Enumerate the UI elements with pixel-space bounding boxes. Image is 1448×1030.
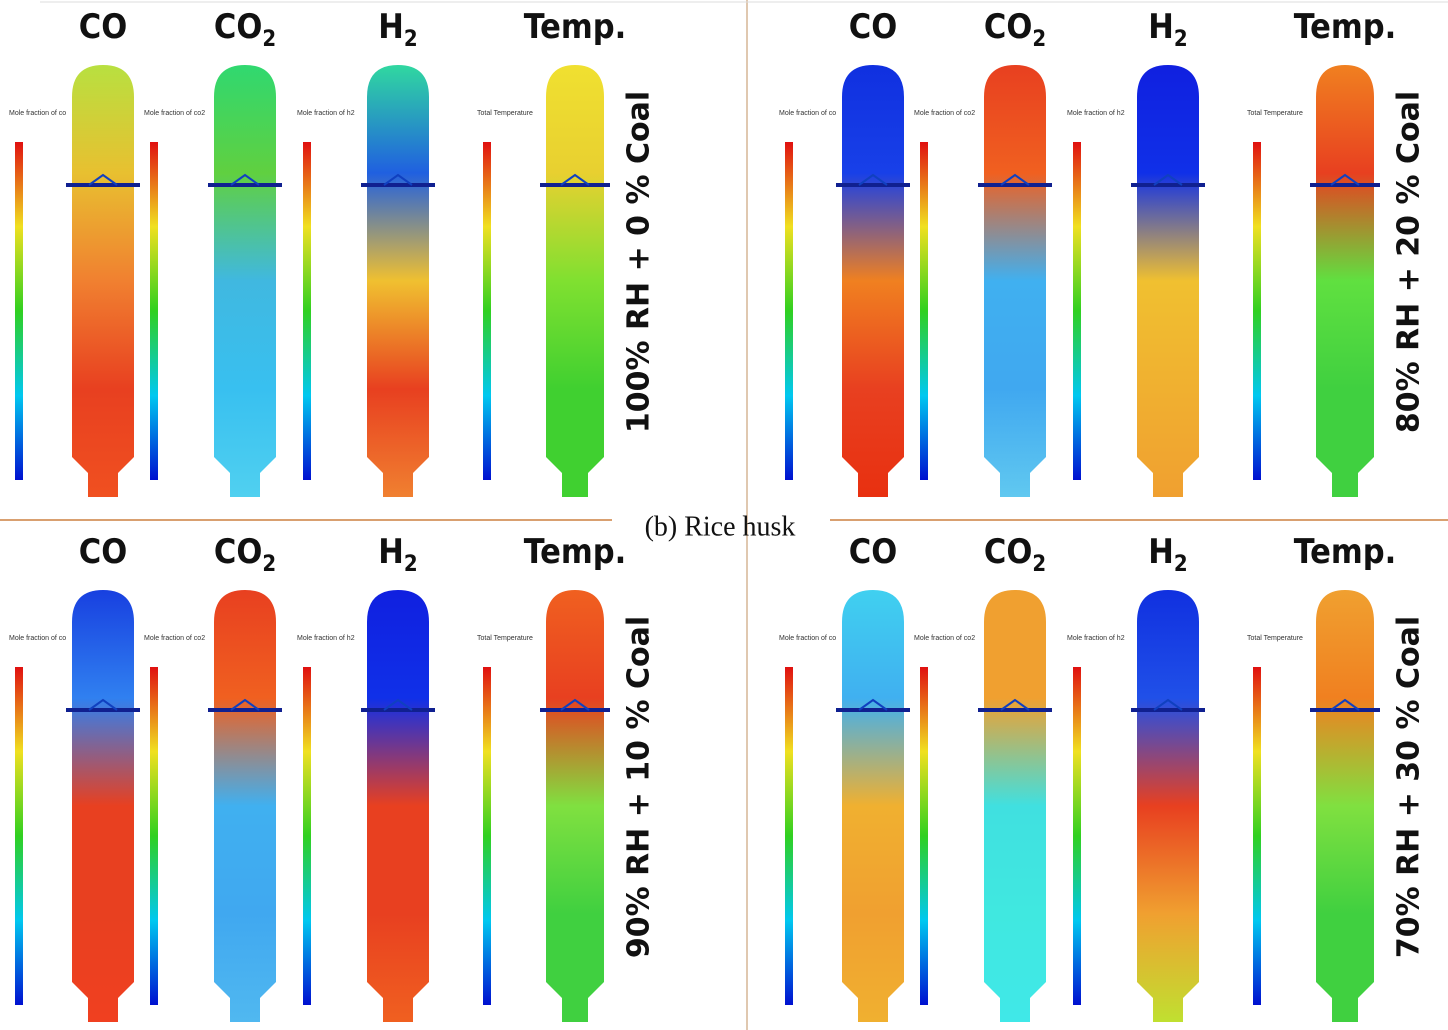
field-header: H2 xyxy=(378,7,417,52)
field-header: H2 xyxy=(1148,7,1187,52)
field-header: Temp. xyxy=(1294,7,1397,47)
field-name: H xyxy=(1148,7,1174,47)
field-header: CO xyxy=(79,532,127,572)
contour-plot xyxy=(1137,65,1199,497)
contour-plot xyxy=(367,590,429,1022)
panel: 80% RH + 20 % Coal CO Mole fraction of co C… xyxy=(779,7,1427,497)
colorbar xyxy=(920,667,928,1005)
contour-plot xyxy=(842,590,904,1022)
colorbar xyxy=(15,667,23,1005)
colorbar xyxy=(15,142,23,480)
field-subscript: 2 xyxy=(404,27,418,52)
contour-plot xyxy=(367,65,429,497)
field-subscript: 2 xyxy=(262,552,276,577)
field-header: CO2 xyxy=(214,532,276,577)
legend-title: Mole fraction of h2 xyxy=(297,110,355,117)
legend-title: Mole fraction of co xyxy=(779,110,836,117)
field-header: CO2 xyxy=(984,532,1046,577)
field-name: H xyxy=(378,532,404,572)
contour-plot xyxy=(214,65,276,497)
colorbar xyxy=(1073,667,1081,1005)
field-header: CO xyxy=(79,7,127,47)
field-subscript: 2 xyxy=(1032,552,1046,577)
colorbar xyxy=(1253,667,1261,1005)
field-name: CO xyxy=(849,532,897,572)
field-subscript: 2 xyxy=(1032,27,1046,52)
field-name: CO xyxy=(984,532,1032,572)
colorbar xyxy=(785,142,793,480)
panel: 100% RH + 0 % Coal CO Mole fraction of co C… xyxy=(9,7,657,497)
legend-title: Mole fraction of co xyxy=(9,110,66,117)
colorbar xyxy=(1253,142,1261,480)
contour-plot xyxy=(214,590,276,1022)
panel: 70% RH + 30 % Coal CO Mole fraction of co C… xyxy=(779,532,1427,1022)
field-subscript: 2 xyxy=(404,552,418,577)
legend-title: Mole fraction of co xyxy=(9,635,66,642)
legend-title: Total Temperature xyxy=(477,635,533,642)
field-name: CO xyxy=(79,532,127,572)
legend-title: Mole fraction of co2 xyxy=(144,635,205,642)
contour-plot xyxy=(72,590,134,1022)
field-header: Temp. xyxy=(1294,532,1397,572)
field-subscript: 2 xyxy=(1174,27,1188,52)
figure: (b) Rice husk 100% RH + 0 % Coal CO Mole f… xyxy=(0,0,1448,1030)
field-name: CO xyxy=(214,7,262,47)
field-header: H2 xyxy=(378,532,417,577)
panel: 90% RH + 10 % Coal CO Mole fraction of co C… xyxy=(9,532,657,1022)
field-header: CO2 xyxy=(984,7,1046,52)
field-name: H xyxy=(378,7,404,47)
field-header: H2 xyxy=(1148,532,1187,577)
caption: (b) Rice husk xyxy=(645,511,796,542)
legend-title: Mole fraction of h2 xyxy=(297,635,355,642)
field-name: CO xyxy=(214,532,262,572)
contour-plot xyxy=(984,65,1046,497)
colorbar xyxy=(1073,142,1081,480)
legend-title: Mole fraction of co2 xyxy=(914,635,975,642)
field-header: CO xyxy=(849,532,897,572)
colorbar xyxy=(920,142,928,480)
field-header: Temp. xyxy=(524,532,627,572)
contour-plot xyxy=(1316,65,1374,497)
legend-title: Mole fraction of co2 xyxy=(144,110,205,117)
colorbar xyxy=(483,667,491,1005)
field-name: Temp. xyxy=(524,532,627,572)
field-subscript: 2 xyxy=(1174,552,1188,577)
panel-label: 70% RH + 30 % Coal xyxy=(1392,616,1427,958)
field-name: CO xyxy=(849,7,897,47)
colorbar xyxy=(303,667,311,1005)
legend-title: Total Temperature xyxy=(1247,635,1303,642)
panel-label: 80% RH + 20 % Coal xyxy=(1392,91,1427,433)
field-header: CO2 xyxy=(214,7,276,52)
legend-title: Mole fraction of h2 xyxy=(1067,110,1125,117)
panel-label: 90% RH + 10 % Coal xyxy=(622,616,657,958)
panel-label: 100% RH + 0 % Coal xyxy=(622,91,657,433)
contour-plot xyxy=(984,590,1046,1022)
contour-plot xyxy=(1316,590,1374,1022)
contour-plot xyxy=(842,65,904,497)
colorbar xyxy=(150,142,158,480)
field-name: Temp. xyxy=(1294,532,1397,572)
field-header: Temp. xyxy=(524,7,627,47)
contour-plot xyxy=(72,65,134,497)
field-header: CO xyxy=(849,7,897,47)
colorbar xyxy=(483,142,491,480)
field-name: Temp. xyxy=(1294,7,1397,47)
legend-title: Mole fraction of co xyxy=(779,635,836,642)
legend-title: Mole fraction of h2 xyxy=(1067,635,1125,642)
field-name: CO xyxy=(79,7,127,47)
field-name: Temp. xyxy=(524,7,627,47)
colorbar xyxy=(303,142,311,480)
field-name: CO xyxy=(984,7,1032,47)
colorbar xyxy=(785,667,793,1005)
field-name: H xyxy=(1148,532,1174,572)
field-subscript: 2 xyxy=(262,27,276,52)
contour-plot xyxy=(1137,590,1199,1022)
legend-title: Total Temperature xyxy=(1247,110,1303,117)
contour-plot xyxy=(546,590,604,1022)
contour-plot xyxy=(546,65,604,497)
legend-title: Mole fraction of co2 xyxy=(914,110,975,117)
legend-title: Total Temperature xyxy=(477,110,533,117)
colorbar xyxy=(150,667,158,1005)
